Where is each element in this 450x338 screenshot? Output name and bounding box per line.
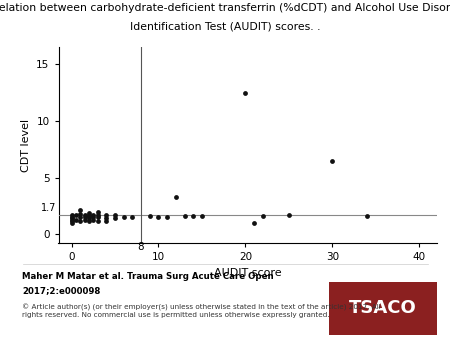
Point bbox=[76, 211, 84, 217]
Point bbox=[112, 216, 119, 221]
Point bbox=[94, 218, 101, 223]
Point bbox=[76, 218, 84, 223]
Point bbox=[86, 214, 93, 219]
Point bbox=[146, 214, 153, 219]
Point bbox=[76, 208, 84, 213]
Point bbox=[81, 212, 88, 218]
Y-axis label: CDT level: CDT level bbox=[21, 119, 31, 172]
Text: Correlation between carbohydrate-deficient transferrin (%dCDT) and Alcohol Use D: Correlation between carbohydrate-deficie… bbox=[0, 3, 450, 14]
Point bbox=[90, 217, 97, 222]
Point bbox=[129, 215, 136, 220]
Point bbox=[328, 158, 336, 163]
Point bbox=[68, 218, 75, 223]
Point bbox=[94, 215, 101, 220]
Text: 2017;2:e000098: 2017;2:e000098 bbox=[22, 286, 101, 295]
Point bbox=[250, 220, 257, 226]
Point bbox=[189, 214, 197, 219]
Text: Identification Test (AUDIT) scores. .: Identification Test (AUDIT) scores. . bbox=[130, 22, 320, 32]
Point bbox=[86, 216, 93, 221]
Point bbox=[76, 215, 84, 220]
Text: Maher M Matar et al. Trauma Surg Acute Care Open: Maher M Matar et al. Trauma Surg Acute C… bbox=[22, 272, 274, 281]
Point bbox=[155, 215, 162, 220]
Point bbox=[259, 214, 266, 219]
Point bbox=[242, 90, 249, 95]
Point bbox=[198, 214, 206, 219]
Point bbox=[172, 194, 180, 200]
Point bbox=[181, 214, 188, 219]
X-axis label: AUDIT score: AUDIT score bbox=[214, 268, 281, 278]
Point bbox=[86, 218, 93, 223]
Point bbox=[112, 212, 119, 218]
Point bbox=[68, 212, 75, 218]
Point bbox=[90, 215, 97, 220]
Point bbox=[68, 220, 75, 226]
Point bbox=[68, 215, 75, 220]
Point bbox=[90, 212, 97, 218]
Text: 8: 8 bbox=[138, 242, 144, 252]
Text: 1.7: 1.7 bbox=[40, 203, 56, 213]
Point bbox=[163, 215, 171, 220]
Point bbox=[103, 218, 110, 223]
Point bbox=[72, 212, 80, 218]
Point bbox=[103, 216, 110, 221]
Text: TSACO: TSACO bbox=[349, 299, 416, 317]
Point bbox=[364, 214, 371, 219]
Point bbox=[94, 209, 101, 214]
Text: © Article author(s) (or their employer(s) unless otherwise stated in the text of: © Article author(s) (or their employer(s… bbox=[22, 304, 381, 318]
Point bbox=[81, 217, 88, 222]
Point bbox=[120, 215, 127, 220]
Point bbox=[72, 217, 80, 222]
Point bbox=[285, 212, 292, 218]
Point bbox=[86, 212, 93, 218]
Point bbox=[94, 212, 101, 218]
Point bbox=[103, 212, 110, 218]
Point bbox=[68, 217, 75, 222]
Point bbox=[86, 210, 93, 215]
Point bbox=[81, 215, 88, 220]
Point bbox=[68, 216, 75, 221]
